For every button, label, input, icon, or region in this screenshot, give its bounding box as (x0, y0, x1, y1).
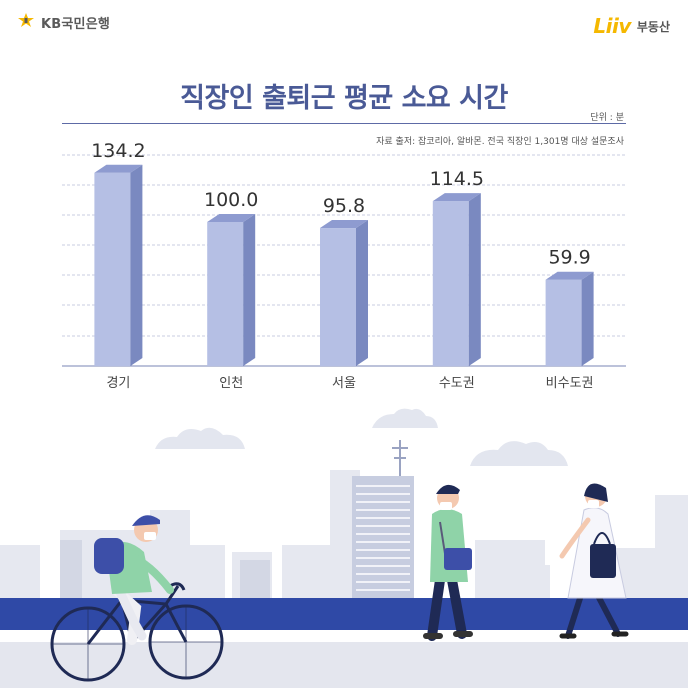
bar-value-label: 95.8 (323, 195, 365, 217)
walking-woman-illustration (559, 483, 629, 639)
walking-man-illustration (423, 484, 473, 641)
backpack-icon (94, 538, 124, 574)
bar (432, 193, 481, 366)
bar (545, 271, 594, 366)
bar-chart: 134.2 경기 100.0 인천 95.8 서울 114.5 수도권 59.9 비수도권 (62, 140, 626, 391)
bar-value-label: 134.2 (91, 140, 145, 162)
kb-star-icon (16, 12, 36, 32)
category-label: 수도권 (439, 376, 475, 391)
bar (207, 214, 256, 366)
sidewalk (0, 642, 688, 688)
liiv-logo: Liiv 부동산 (593, 14, 670, 38)
cloud-icon (155, 427, 245, 449)
category-label: 비수도권 (546, 376, 594, 391)
bag-icon (444, 548, 472, 570)
kb-logo: KB국민은행 (16, 12, 110, 32)
liiv-logo-word: Liiv (593, 14, 631, 38)
unit-label: 단위 : 분 (590, 113, 624, 123)
category-label: 경기 (106, 376, 130, 391)
cloud-icon (470, 441, 568, 466)
chart-title: 직장인 출퇴근 평균 소요 시간 (180, 83, 508, 114)
bar-value-label: 100.0 (204, 189, 258, 211)
source-note: 자료 출저: 잡코리아, 알바몬. 전국 직장인 1,301명 대상 설문조사 (376, 137, 624, 147)
liiv-logo-subtitle: 부동산 (636, 19, 670, 34)
chart-labels: 134.2 경기 100.0 인천 95.8 서울 114.5 수도권 59.9 비수도권 (91, 140, 593, 391)
category-label: 인천 (219, 376, 243, 391)
cyclist-illustration (50, 515, 224, 682)
bar-value-label: 114.5 (430, 168, 484, 190)
tote-bag-icon (590, 544, 616, 578)
title-divider (62, 123, 626, 124)
category-label: 서울 (332, 376, 356, 391)
bar (320, 220, 368, 366)
chart-bars (94, 164, 594, 366)
helmet-icon (132, 515, 160, 526)
kb-logo-text: KB국민은행 (41, 16, 111, 32)
bar (94, 164, 143, 366)
bar-value-label: 59.9 (548, 247, 590, 269)
cloud-icon (372, 408, 438, 428)
building-with-antenna (352, 440, 414, 600)
